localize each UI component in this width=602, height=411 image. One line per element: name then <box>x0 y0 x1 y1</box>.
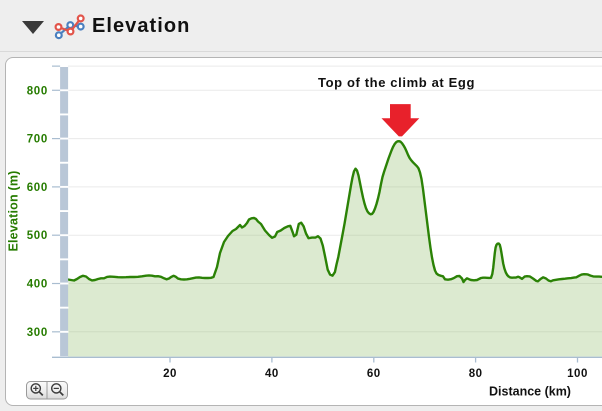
svg-text:Elevation (m): Elevation (m) <box>7 170 21 251</box>
svg-text:400: 400 <box>27 279 48 291</box>
svg-text:40: 40 <box>265 368 279 380</box>
svg-text:300: 300 <box>27 327 48 339</box>
svg-text:60: 60 <box>367 368 381 380</box>
svg-text:80: 80 <box>469 368 483 380</box>
svg-text:700: 700 <box>27 134 48 146</box>
svg-text:500: 500 <box>27 230 48 242</box>
svg-text:100: 100 <box>567 368 588 380</box>
svg-text:600: 600 <box>27 182 48 194</box>
svg-text:Top of the climb at Egg: Top of the climb at Egg <box>318 75 475 90</box>
svg-text:Distance (km): Distance (km) <box>489 385 571 399</box>
svg-text:800: 800 <box>27 85 48 97</box>
svg-text:20: 20 <box>163 368 177 380</box>
